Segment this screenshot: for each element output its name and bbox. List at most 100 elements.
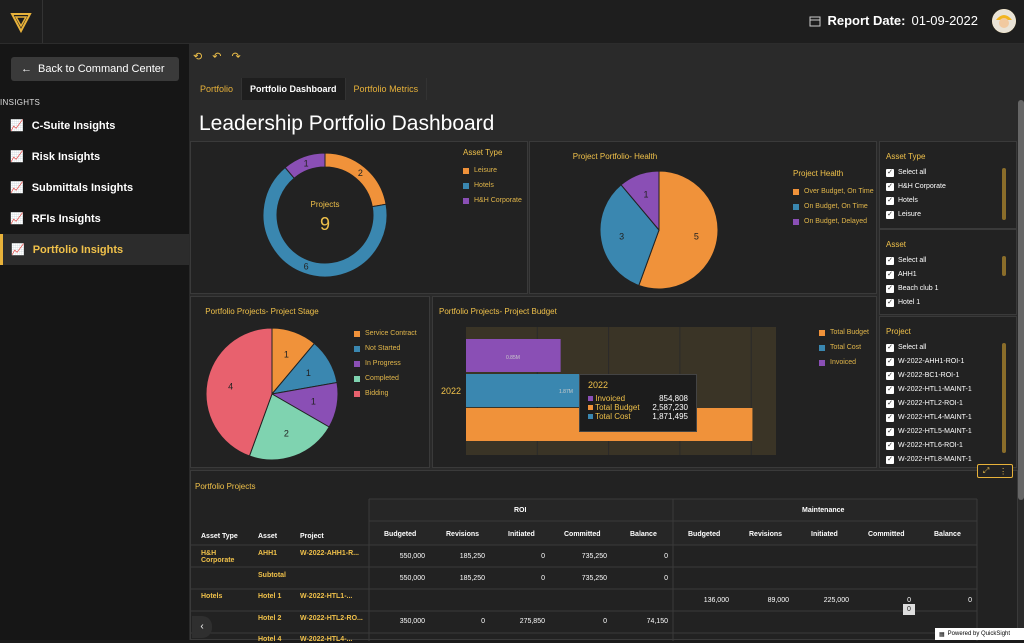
redo-icon[interactable]: ↷: [231, 51, 241, 63]
col-header[interactable]: Project: [300, 533, 324, 540]
col-header[interactable]: Asset Type: [201, 533, 238, 540]
filter-option[interactable]: ✓ Hotel 1: [886, 298, 1016, 307]
legend-item[interactable]: In Progress: [354, 360, 417, 367]
checkbox-checked-icon[interactable]: ✓: [886, 343, 894, 352]
checkbox-checked-icon[interactable]: ✓: [886, 256, 894, 265]
logo[interactable]: [0, 0, 43, 43]
sidebar-item-portfolio[interactable]: 📈 Portfolio Insights: [0, 234, 189, 265]
col-header[interactable]: Budgeted: [384, 531, 417, 538]
checkbox-checked-icon[interactable]: ✓: [886, 196, 894, 205]
expand-icon[interactable]: ⤢: [982, 466, 990, 475]
avatar[interactable]: [992, 9, 1016, 33]
filter-option[interactable]: ✓ W-2022-AHH1-ROI-1: [886, 357, 1016, 366]
checkbox-checked-icon[interactable]: ✓: [886, 371, 894, 380]
filter-option[interactable]: ✓ W-2022-HTL1-MAINT-1: [886, 385, 1016, 394]
col-header[interactable]: Initiated: [811, 531, 838, 538]
filter-option[interactable]: ✓ Beach club 1: [886, 284, 1016, 293]
health-slice[interactable]: [620, 170, 660, 232]
legend-item[interactable]: Bidding: [354, 390, 417, 397]
sidebar-item-rfis[interactable]: 📈 RFIs Insights: [0, 203, 189, 234]
filter-option[interactable]: ✓ W-2022-HTL6-ROI-1: [886, 441, 1016, 450]
legend-item[interactable]: Invoiced: [819, 359, 869, 366]
donut-slice[interactable]: [284, 152, 326, 179]
legend-item[interactable]: Service Contract: [354, 330, 417, 337]
col-header[interactable]: Asset: [258, 533, 278, 540]
col-header[interactable]: Committed: [868, 531, 905, 538]
table-title: Portfolio Projects: [195, 482, 256, 491]
filter-scrollbar[interactable]: [1002, 168, 1006, 220]
checkbox-checked-icon[interactable]: ✓: [886, 284, 894, 293]
col-header[interactable]: Balance: [934, 531, 961, 538]
filter-option[interactable]: ✓ W-2022-HTL4-MAINT-1: [886, 413, 1016, 422]
cell-value: 275,850: [519, 618, 545, 625]
filter-scrollbar[interactable]: [1002, 343, 1006, 453]
checkbox-checked-icon[interactable]: ✓: [886, 210, 894, 219]
donut-slice-label: 6: [304, 262, 309, 272]
sidebar-item-submittals[interactable]: 📈 Submittals Insights: [0, 172, 189, 203]
checkbox-checked-icon[interactable]: ✓: [886, 455, 894, 464]
checkbox-checked-icon[interactable]: ✓: [886, 270, 894, 279]
cell-project[interactable]: W-2022-AHH1-R...: [300, 550, 359, 557]
stage-slice[interactable]: [248, 393, 330, 461]
checkbox-checked-icon[interactable]: ✓: [886, 427, 894, 436]
page-scrollbar[interactable]: [1018, 100, 1024, 500]
col-header[interactable]: Budgeted: [688, 531, 721, 538]
legend-item[interactable]: Total Budget: [819, 329, 869, 336]
filter-option[interactable]: ✓ W-2022-HTL5-MAINT-1: [886, 427, 1016, 436]
filter-option[interactable]: ✓ W-2022-HTL8-MAINT-1: [886, 455, 1016, 464]
checkbox-checked-icon[interactable]: ✓: [886, 357, 894, 366]
checkbox-checked-icon[interactable]: ✓: [886, 182, 894, 191]
undo-icon[interactable]: ↶: [212, 51, 222, 63]
filter-option[interactable]: ✓ Select all: [886, 343, 1016, 352]
filter-option[interactable]: ✓ AHH1: [886, 270, 1016, 279]
legend-item[interactable]: H&H Corporate: [463, 197, 522, 204]
tab-portfolio[interactable]: Portfolio: [192, 78, 243, 100]
col-header[interactable]: Revisions: [446, 531, 480, 538]
back-to-command-center-button[interactable]: ← Back to Command Center: [11, 57, 179, 81]
collapse-sidebar-button[interactable]: ‹: [192, 616, 212, 638]
health-slice[interactable]: [599, 184, 660, 287]
sidebar-item-csuite[interactable]: 📈 C-Suite Insights: [0, 110, 189, 141]
stage-slice[interactable]: [205, 327, 273, 457]
health-slice[interactable]: [638, 170, 719, 290]
col-header[interactable]: Revisions: [749, 531, 783, 538]
legend-item[interactable]: Leisure: [463, 167, 522, 174]
legend-item[interactable]: Completed: [354, 375, 417, 382]
tab-portfolio-metrics[interactable]: Portfolio Metrics: [346, 78, 428, 100]
col-header[interactable]: Balance: [630, 531, 657, 538]
tooltip-label: Invoiced: [595, 394, 626, 403]
cell-project[interactable]: W-2022-HTL2-RO...: [300, 615, 363, 622]
cell-project[interactable]: W-2022-HTL1-...: [300, 593, 353, 600]
filter-option[interactable]: ✓ Select all: [886, 256, 1016, 265]
filter-option[interactable]: ✓ H&H Corporate: [886, 182, 1016, 191]
legend-item[interactable]: Total Cost: [819, 344, 869, 351]
legend-label: Total Budget: [830, 329, 869, 336]
filter-option[interactable]: ✓ Hotels: [886, 196, 1016, 205]
checkbox-checked-icon[interactable]: ✓: [886, 298, 894, 307]
filter-option[interactable]: ✓ Leisure: [886, 210, 1016, 219]
tooltip-label: Total Budget: [595, 403, 640, 412]
legend-item[interactable]: Over Budget, On Time: [793, 188, 874, 195]
checkbox-checked-icon[interactable]: ✓: [886, 385, 894, 394]
filter-option[interactable]: ✓ Select all: [886, 168, 1016, 177]
sidebar-item-risk[interactable]: 📈 Risk Insights: [0, 141, 189, 172]
filter-option[interactable]: ✓ W-2022-HTL2-ROI-1: [886, 399, 1016, 408]
col-header[interactable]: Committed: [564, 531, 601, 538]
checkbox-checked-icon[interactable]: ✓: [886, 441, 894, 450]
filter-scrollbar[interactable]: [1002, 256, 1006, 276]
tab-portfolio-dashboard[interactable]: Portfolio Dashboard: [242, 78, 346, 100]
reset-icon[interactable]: ⟲: [193, 51, 203, 63]
legend-item[interactable]: Hotels: [463, 182, 522, 189]
checkbox-checked-icon[interactable]: ✓: [886, 168, 894, 177]
budget-bar[interactable]: [466, 339, 561, 372]
more-menu-icon[interactable]: ⋮: [999, 466, 1008, 476]
donut-slice[interactable]: [262, 166, 388, 278]
donut-slice[interactable]: [324, 152, 387, 208]
legend-item[interactable]: On Budget, On Time: [793, 203, 874, 210]
filter-option[interactable]: ✓ W-2022-BC1-ROI-1: [886, 371, 1016, 380]
legend-item[interactable]: Not Started: [354, 345, 417, 352]
checkbox-checked-icon[interactable]: ✓: [886, 413, 894, 422]
legend-item[interactable]: On Budget, Delayed: [793, 218, 874, 225]
col-header[interactable]: Initiated: [508, 531, 535, 538]
checkbox-checked-icon[interactable]: ✓: [886, 399, 894, 408]
